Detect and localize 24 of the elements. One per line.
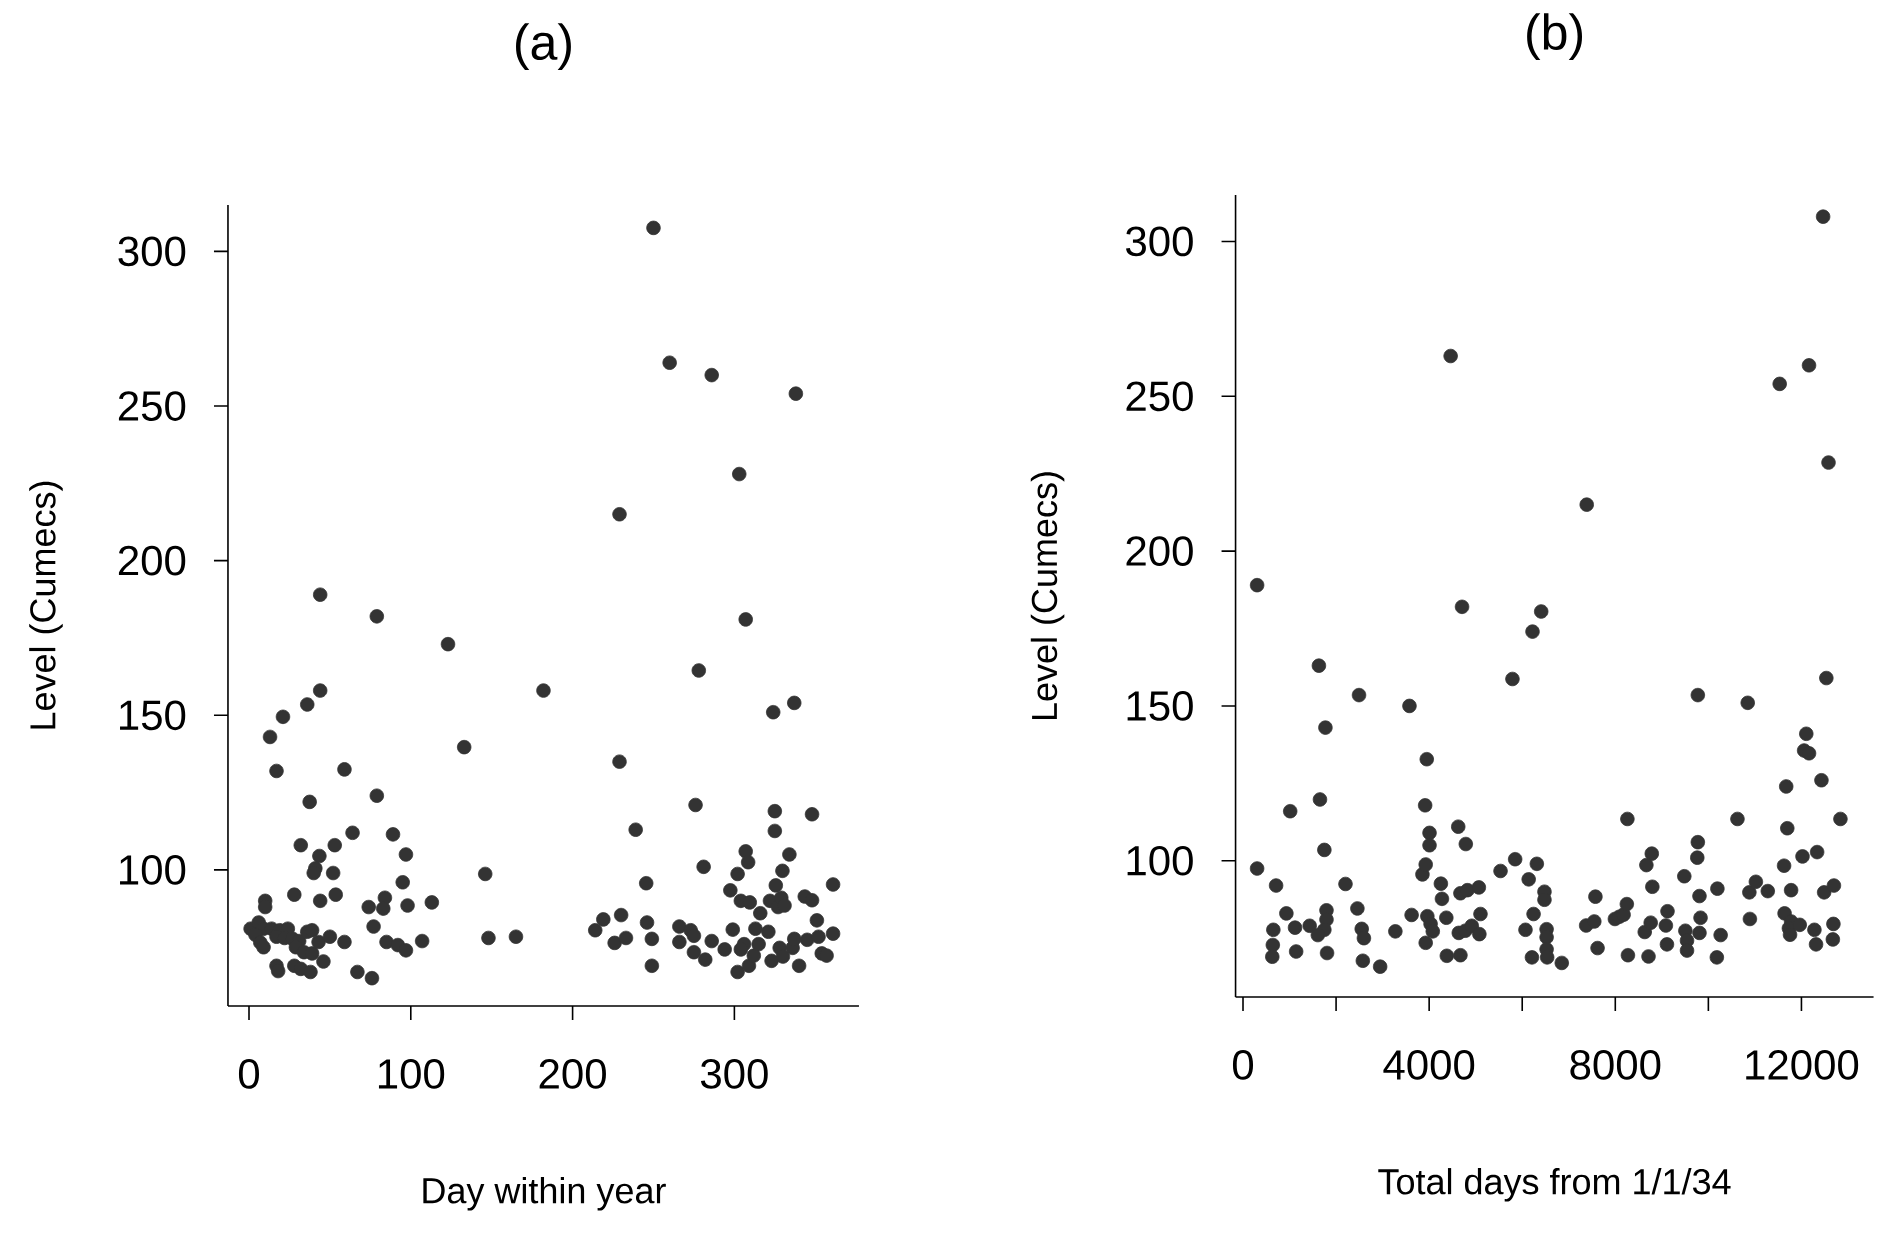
x-axis-title: Day within year xyxy=(423,1177,666,1211)
y-tick-label: 100 xyxy=(1127,845,1193,876)
chart-title: (a) xyxy=(516,23,571,70)
y-tick-label: 200 xyxy=(1126,536,1193,566)
x-axis-title: Total days from 1/1/34 xyxy=(1378,1168,1731,1202)
x-tick-label: 0 xyxy=(1232,1050,1254,1080)
y-tick-label: 300 xyxy=(118,236,186,267)
x-tick-label: 8000 xyxy=(1570,1050,1661,1080)
y-tick-label: 150 xyxy=(120,700,186,731)
y-axis-title: Level (Cumecs) xyxy=(1030,472,1065,720)
x-tick-label: 12000 xyxy=(1746,1050,1859,1080)
y-tick-label: 100 xyxy=(120,855,186,885)
x-tick-label: 4000 xyxy=(1383,1050,1475,1080)
x-tick-label: 300 xyxy=(700,1059,768,1089)
y-tick-label: 250 xyxy=(1126,381,1193,412)
x-tick-label: 0 xyxy=(238,1059,260,1089)
y-tick-label: 250 xyxy=(118,391,186,421)
y-tick-label: 150 xyxy=(1127,691,1193,721)
y-tick-label: 200 xyxy=(118,545,186,576)
x-tick-label: 200 xyxy=(539,1059,606,1089)
chart-title: (b) xyxy=(1527,13,1583,60)
x-tick-label: 100 xyxy=(378,1059,445,1089)
y-axis-title: Level (Cumecs) xyxy=(29,481,63,729)
y-tick-label: 300 xyxy=(1126,226,1193,257)
